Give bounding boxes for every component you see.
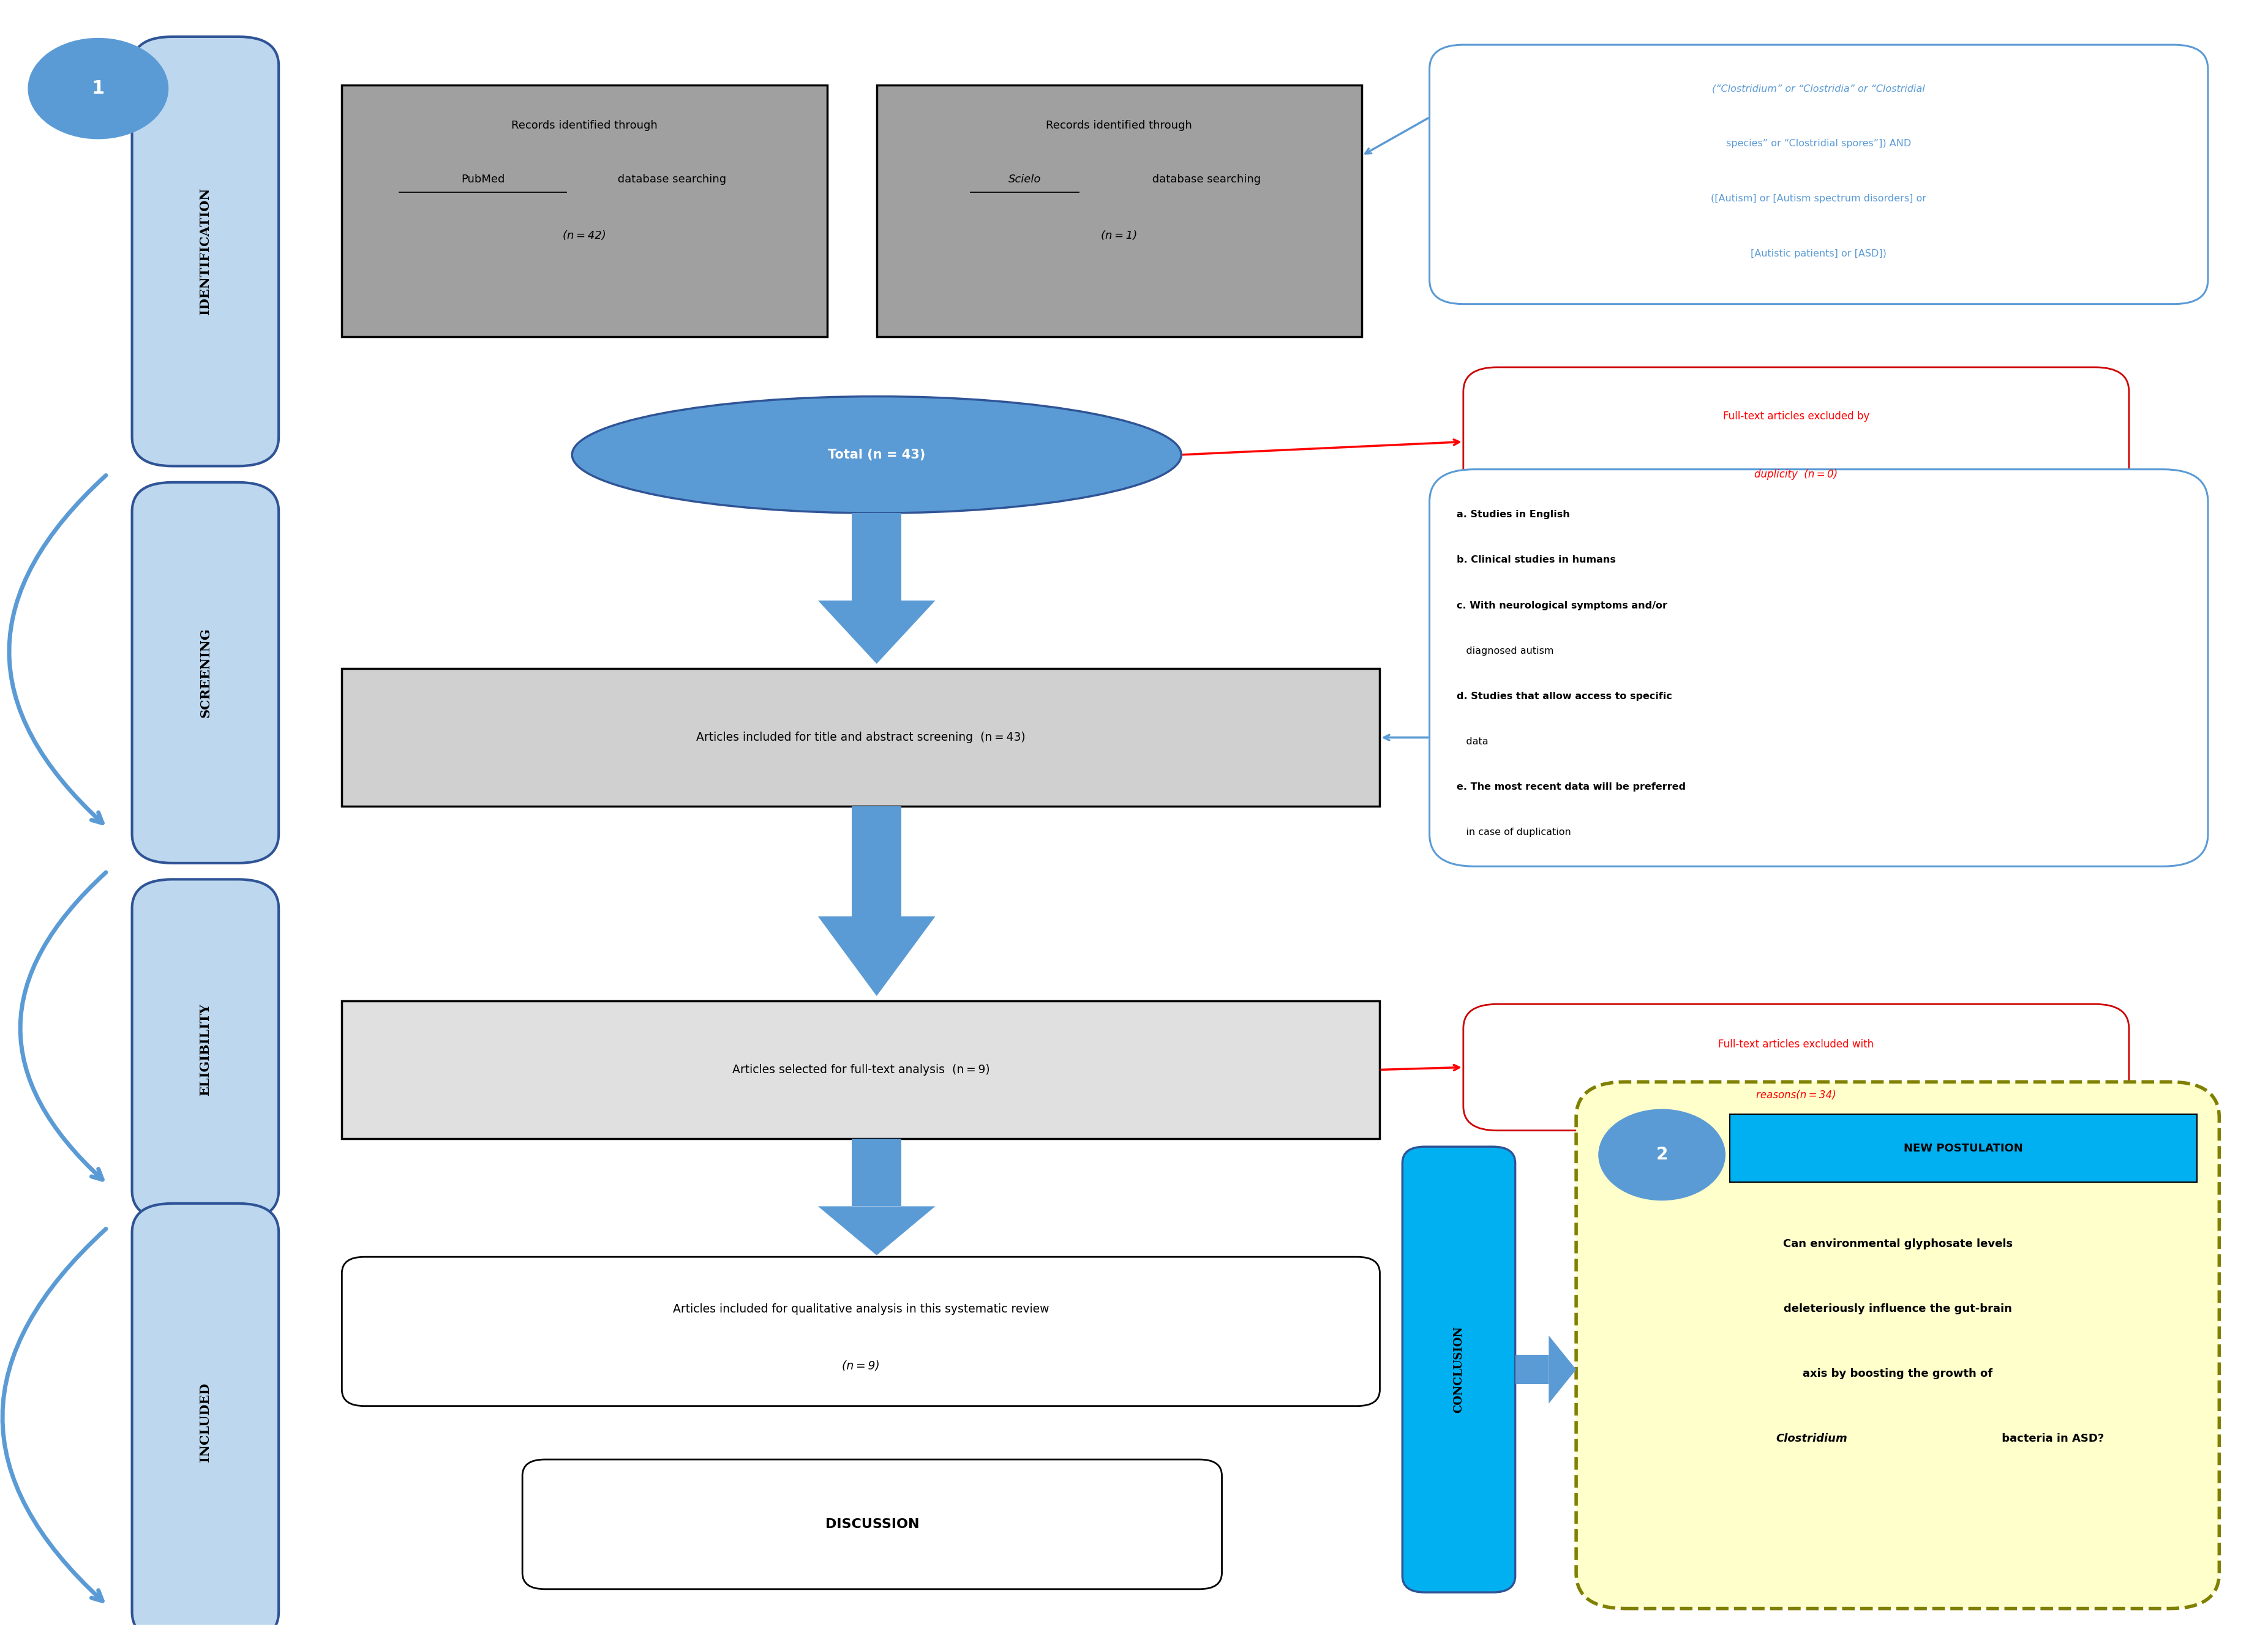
Bar xyxy=(850,1139,900,1205)
FancyBboxPatch shape xyxy=(1429,469,2207,867)
Text: Can environmental glyphosate levels: Can environmental glyphosate levels xyxy=(1783,1238,2012,1249)
Polygon shape xyxy=(819,1205,934,1256)
Text: INCLUDED: INCLUDED xyxy=(200,1383,211,1461)
Text: duplicity  (n = 0): duplicity (n = 0) xyxy=(1753,469,1837,481)
Polygon shape xyxy=(819,601,934,663)
Text: DISCUSSION: DISCUSSION xyxy=(826,1518,919,1530)
Text: Clostridium: Clostridium xyxy=(1776,1434,1846,1443)
FancyBboxPatch shape xyxy=(132,1204,279,1629)
Circle shape xyxy=(1599,1109,1724,1201)
FancyBboxPatch shape xyxy=(1576,1082,2218,1608)
Text: Full-text articles excluded by: Full-text articles excluded by xyxy=(1721,411,1869,422)
FancyBboxPatch shape xyxy=(342,1258,1379,1406)
Text: e. The most recent data will be preferred: e. The most recent data will be preferre… xyxy=(1456,782,1685,792)
Text: PubMed: PubMed xyxy=(460,174,503,184)
Text: IDENTIFICATION: IDENTIFICATION xyxy=(200,187,211,314)
Text: ELIGIBILITY: ELIGIBILITY xyxy=(200,1003,211,1096)
Text: (n = 9): (n = 9) xyxy=(841,1360,880,1372)
Text: [Autistic patients] or [ASD]): [Autistic patients] or [ASD]) xyxy=(1751,249,1887,259)
Text: species” or “Clostridial spores”]) AND: species” or “Clostridial spores”]) AND xyxy=(1726,138,1910,148)
Text: (“Clostridium” or “Clostridia” or “Clostridial: (“Clostridium” or “Clostridia” or “Clost… xyxy=(1712,85,1926,93)
Polygon shape xyxy=(819,917,934,995)
FancyBboxPatch shape xyxy=(132,37,279,466)
Text: in case of duplication: in case of duplication xyxy=(1456,828,1569,837)
Text: NEW POSTULATION: NEW POSTULATION xyxy=(1903,1144,2023,1153)
Text: Articles included for title and abstract screening  (n = 43): Articles included for title and abstract… xyxy=(696,731,1025,743)
FancyBboxPatch shape xyxy=(132,482,279,863)
Text: Records identified through: Records identified through xyxy=(510,121,658,132)
Bar xyxy=(875,85,1361,337)
Text: database searching: database searching xyxy=(615,174,726,184)
Text: Scielo: Scielo xyxy=(1007,174,1041,184)
Text: 1: 1 xyxy=(91,80,104,98)
Text: (n = 42): (n = 42) xyxy=(562,230,606,241)
Text: database searching: database searching xyxy=(1148,174,1261,184)
Text: (n = 1): (n = 1) xyxy=(1100,230,1136,241)
Bar xyxy=(850,806,900,917)
FancyBboxPatch shape xyxy=(1463,367,2127,516)
Text: SCREENING: SCREENING xyxy=(200,627,211,718)
FancyBboxPatch shape xyxy=(1402,1147,1515,1592)
Text: diagnosed autism: diagnosed autism xyxy=(1456,647,1554,655)
Text: Articles included for qualitative analysis in this systematic review: Articles included for qualitative analys… xyxy=(674,1303,1048,1315)
FancyBboxPatch shape xyxy=(522,1460,1222,1590)
Text: Articles selected for full-text analysis  (n = 9): Articles selected for full-text analysis… xyxy=(733,1064,989,1075)
Text: ([Autism] or [Autism spectrum disorders] or: ([Autism] or [Autism spectrum disorders]… xyxy=(1710,194,1926,204)
Text: axis by boosting the growth of: axis by boosting the growth of xyxy=(1803,1368,1991,1380)
Bar xyxy=(342,668,1379,806)
Text: 2: 2 xyxy=(1656,1147,1667,1163)
Bar xyxy=(850,513,900,601)
Text: Records identified through: Records identified through xyxy=(1046,121,1193,132)
Bar xyxy=(342,85,828,337)
Text: reasons(n = 34): reasons(n = 34) xyxy=(1755,1090,1835,1101)
Polygon shape xyxy=(1549,1336,1576,1404)
FancyBboxPatch shape xyxy=(132,880,279,1220)
Text: CONCLUSION: CONCLUSION xyxy=(1454,1326,1463,1412)
Bar xyxy=(1728,1114,2195,1183)
Text: Full-text articles excluded with: Full-text articles excluded with xyxy=(1717,1039,1873,1051)
Text: c. With neurological symptoms and/or: c. With neurological symptoms and/or xyxy=(1456,601,1667,609)
Text: data: data xyxy=(1456,736,1488,746)
Text: d. Studies that allow access to specific: d. Studies that allow access to specific xyxy=(1456,692,1672,700)
Text: deleteriously influence the gut-brain: deleteriously influence the gut-brain xyxy=(1783,1303,2012,1315)
FancyBboxPatch shape xyxy=(1429,44,2207,305)
Circle shape xyxy=(27,39,168,138)
Bar xyxy=(1515,1355,1549,1385)
Text: a. Studies in English: a. Studies in English xyxy=(1456,510,1569,520)
Text: b. Clinical studies in humans: b. Clinical studies in humans xyxy=(1456,555,1615,565)
Ellipse shape xyxy=(572,396,1182,513)
FancyBboxPatch shape xyxy=(1463,1003,2127,1131)
Bar xyxy=(342,1000,1379,1139)
Text: bacteria in ASD?: bacteria in ASD? xyxy=(1998,1434,2105,1443)
Text: Total (n = 43): Total (n = 43) xyxy=(828,448,925,461)
